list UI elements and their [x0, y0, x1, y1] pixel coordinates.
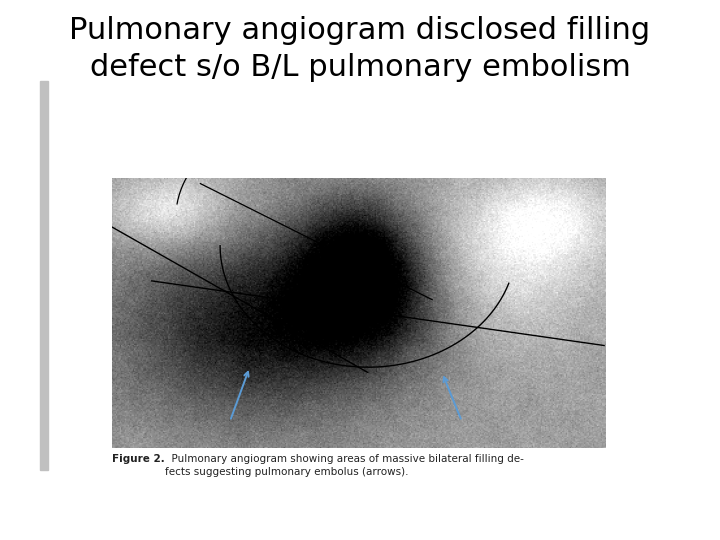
Text: Pulmonary angiogram disclosed filling
defect s/o B/L pulmonary embolism: Pulmonary angiogram disclosed filling de… — [69, 16, 651, 82]
Text: Figure 2.: Figure 2. — [112, 454, 164, 464]
Bar — [40, 81, 48, 470]
Text: Pulmonary angiogram showing areas of massive bilateral filling de-
fects suggest: Pulmonary angiogram showing areas of mas… — [165, 454, 523, 477]
